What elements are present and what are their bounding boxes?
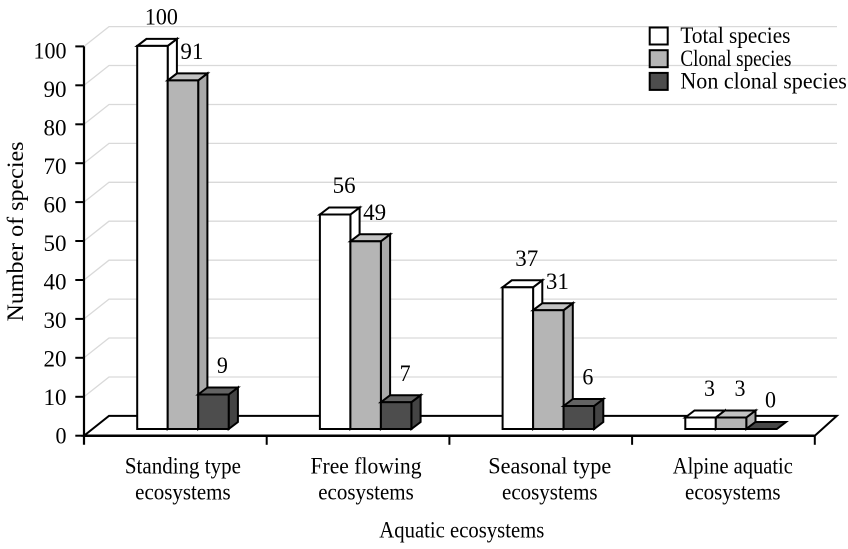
svg-text:56: 56 [333,173,356,198]
svg-text:100: 100 [145,5,178,30]
svg-text:49: 49 [363,200,386,225]
svg-text:Aquatic ecosystems: Aquatic ecosystems [379,518,544,543]
svg-text:40: 40 [44,270,67,295]
svg-text:3: 3 [735,376,746,401]
svg-text:6: 6 [582,365,593,390]
svg-text:9: 9 [217,353,228,378]
svg-text:ecosystems: ecosystems [318,480,414,505]
svg-text:ecosystems: ecosystems [685,480,781,505]
svg-text:ecosystems: ecosystems [502,480,598,505]
svg-text:Seasonal type: Seasonal type [488,454,611,479]
svg-text:50: 50 [44,231,67,256]
svg-text:80: 80 [44,116,67,141]
svg-text:70: 70 [44,154,67,179]
svg-text:7: 7 [400,361,411,386]
svg-text:10: 10 [44,385,67,410]
svg-text:90: 90 [44,77,67,102]
svg-text:20: 20 [44,347,67,372]
svg-text:0: 0 [56,423,67,448]
svg-text:Non clonal species: Non clonal species [680,69,847,94]
svg-text:Free flowing: Free flowing [311,454,422,479]
svg-text:3: 3 [704,376,715,401]
svg-text:100: 100 [34,39,67,64]
svg-text:60: 60 [44,193,67,218]
svg-text:30: 30 [44,308,67,333]
svg-text:ecosystems: ecosystems [135,480,231,505]
svg-text:Number of species: Number of species [3,141,28,321]
svg-text:0: 0 [765,388,776,413]
svg-text:37: 37 [515,246,538,271]
svg-text:Alpine aquatic: Alpine aquatic [673,454,793,479]
svg-text:91: 91 [180,39,203,64]
svg-text:Standing type: Standing type [125,454,241,479]
svg-text:Clonal species: Clonal species [680,46,791,71]
svg-text:31: 31 [546,269,569,294]
svg-text:Total species: Total species [680,23,790,48]
